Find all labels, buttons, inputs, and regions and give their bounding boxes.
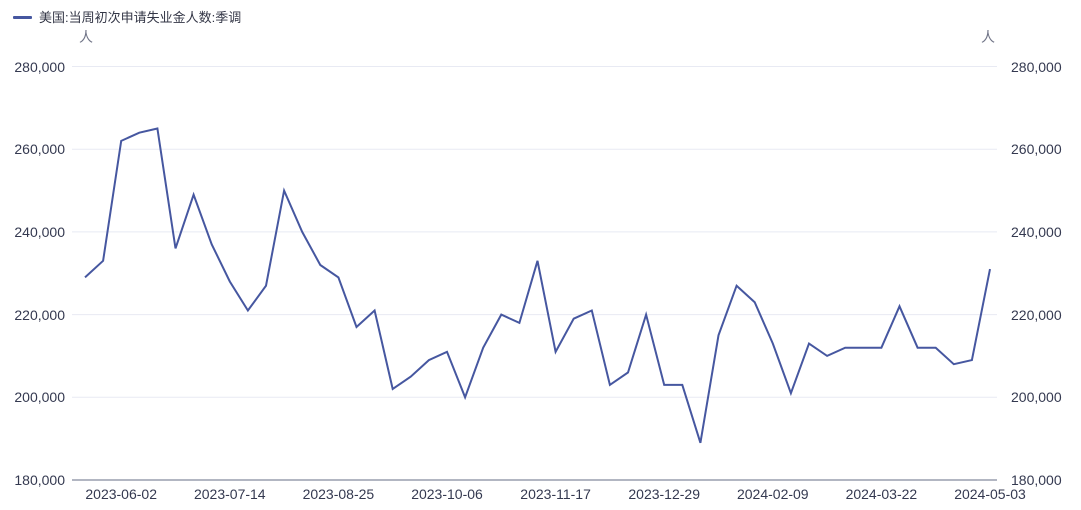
- y-axis-unit-right: 人: [981, 29, 995, 45]
- y-tick-label-left: 200,000: [14, 389, 65, 406]
- y-tick-label-left: 220,000: [14, 306, 65, 323]
- y-tick-label-left: 280,000: [14, 58, 65, 75]
- chart-legend[interactable]: 美国:当周初次申请失业金人数:季调: [13, 10, 241, 25]
- series-line: [84, 127, 991, 444]
- y-tick-label-left: 180,000: [14, 472, 65, 488]
- x-tick-label: 2024-05-03: [954, 486, 1026, 502]
- x-tick-label: 2023-11-17: [520, 486, 591, 502]
- legend-series-label: 美国:当周初次申请失业金人数:季调: [39, 10, 242, 25]
- x-tick-label: 2023-10-06: [411, 486, 483, 502]
- y-tick-label-right: 180,000: [1011, 472, 1062, 488]
- y-tick-label-right: 280,000: [1011, 58, 1062, 75]
- x-tick-label: 2023-07-14: [193, 486, 266, 502]
- y-tick-label-left: 260,000: [14, 141, 65, 158]
- x-tick-label: 2024-03-22: [845, 486, 918, 502]
- y-tick-label-right: 220,000: [1011, 306, 1062, 323]
- x-tick-label: 2024-02-09: [736, 486, 809, 502]
- x-tick-label: 2023-12-29: [628, 486, 700, 502]
- x-tick-label: 2023-08-25: [302, 486, 375, 502]
- x-tick-label: 2023-06-02: [85, 486, 157, 502]
- y-tick-label-right: 200,000: [1011, 389, 1062, 406]
- y-tick-label-left: 240,000: [14, 223, 65, 240]
- y-tick-label-right: 260,000: [1011, 141, 1062, 158]
- legend-line-marker: [13, 16, 32, 19]
- y-tick-label-right: 240,000: [1011, 223, 1062, 240]
- y-axis-unit-left: 人: [79, 29, 93, 45]
